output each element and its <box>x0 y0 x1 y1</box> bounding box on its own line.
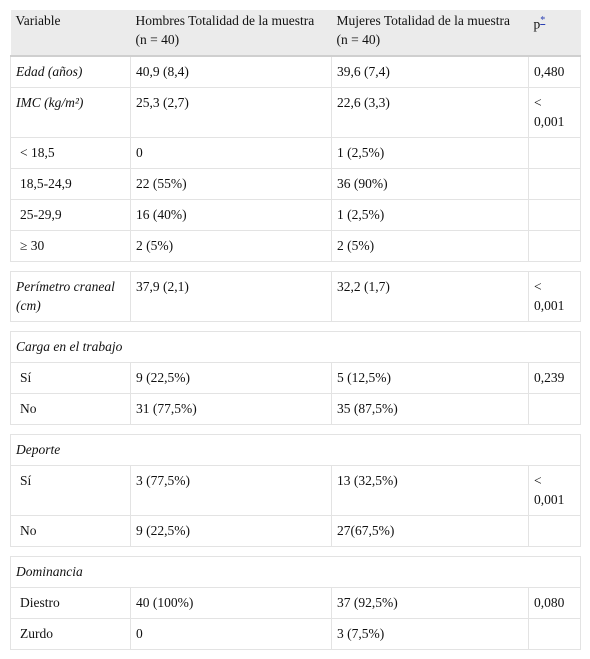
table-row: Sí 9 (22,5%) 5 (12,5%) 0,239 <box>10 362 581 394</box>
header-cell: p* <box>528 10 581 57</box>
section-heading: Dominancia <box>10 556 581 588</box>
table-row: Perímetro craneal (cm) 37,9 (2,1) 32,2 (1,… <box>10 271 581 322</box>
table-cell: 31 (77,5%) <box>130 393 332 425</box>
table-row: 18,5-24,9 22 (55%) 36 (90%) <box>10 168 581 200</box>
table-header: Variable Hombres Totalidad de la muestra… <box>10 10 581 57</box>
table-cell: 18,5-24,9 <box>10 168 131 200</box>
table-cell: 32,2 (1,7) <box>331 271 529 322</box>
table-cell: 39,6 (7,4) <box>331 55 529 88</box>
table-row: No 31 (77,5%) 35 (87,5%) <box>10 393 581 425</box>
spacer-row <box>10 261 581 272</box>
table-cell: Zurdo <box>10 618 131 650</box>
header-cell: Variable <box>10 10 131 57</box>
table-row: ≥ 30 2 (5%) 2 (5%) <box>10 230 581 262</box>
table-cell: 22,6 (3,3) <box>331 87 529 138</box>
table-cell: 0,080 <box>528 587 581 619</box>
table-cell: Edad (años) <box>10 55 131 88</box>
table-cell: < 0,001 <box>528 271 581 322</box>
table-cell: 1 (2,5%) <box>331 137 529 169</box>
table-row: IMC (kg/m²) 25,3 (2,7) 22,6 (3,3) < 0,001 <box>10 87 581 138</box>
table-cell: 13 (32,5%) <box>331 465 529 516</box>
table-cell: 37,9 (2,1) <box>130 271 332 322</box>
table-cell: 22 (55%) <box>130 168 332 200</box>
table-cell: 9 (22,5%) <box>130 362 332 394</box>
spacer-row <box>10 546 581 557</box>
spacer-row <box>10 321 581 332</box>
table-row: Zurdo 0 3 (7,5%) <box>10 618 581 650</box>
table-row: < 18,5 0 1 (2,5%) <box>10 137 581 169</box>
data-table: Variable Hombres Totalidad de la muestra… <box>10 10 581 650</box>
header-text: p <box>533 16 541 32</box>
section-row: Deporte <box>10 434 581 466</box>
table-cell: Diestro <box>10 587 131 619</box>
table-cell: No <box>10 515 131 547</box>
table-cell: No <box>10 393 131 425</box>
spacer-row <box>10 424 581 435</box>
spacer-cell <box>10 321 581 332</box>
table-cell: 9 (22,5%) <box>130 515 332 547</box>
table-cell: 40 (100%) <box>130 587 332 619</box>
table-cell: 27(67,5%) <box>331 515 529 547</box>
spacer-cell <box>10 546 581 557</box>
header-cell: Hombres Totalidad de la muestra (n = 40) <box>130 10 332 57</box>
table-cell: 25-29,9 <box>10 199 131 231</box>
table-cell: < 0,001 <box>528 465 581 516</box>
table-cell: 0,480 <box>528 55 581 88</box>
footnote-marker: * <box>540 14 545 26</box>
table-cell: 40,9 (8,4) <box>130 55 332 88</box>
section-heading: Deporte <box>10 434 581 466</box>
table-cell: 5 (12,5%) <box>331 362 529 394</box>
section-row: Carga en el trabajo <box>10 331 581 363</box>
header-row: Variable Hombres Totalidad de la muestra… <box>10 10 581 57</box>
table-cell: Perímetro craneal (cm) <box>10 271 131 322</box>
table-row: Edad (años) 40,9 (8,4) 39,6 (7,4) 0,480 <box>10 55 581 88</box>
table-cell: 2 (5%) <box>130 230 332 262</box>
table-cell: 0 <box>130 618 332 650</box>
table-cell: 3 (77,5%) <box>130 465 332 516</box>
table-cell: Sí <box>10 362 131 394</box>
table-cell: 35 (87,5%) <box>331 393 529 425</box>
section-row: Dominancia <box>10 556 581 588</box>
table-cell: 1 (2,5%) <box>331 199 529 231</box>
header-cell: Mujeres Totalidad de la muestra (n = 40) <box>331 10 529 57</box>
table-row: Sí 3 (77,5%) 13 (32,5%) < 0,001 <box>10 465 581 516</box>
footnote-link[interactable]: * <box>540 15 546 26</box>
spacer-cell <box>10 424 581 435</box>
table-cell: < 0,001 <box>528 87 581 138</box>
table-cell <box>528 515 581 547</box>
table-cell <box>528 137 581 169</box>
section-heading: Carga en el trabajo <box>10 331 581 363</box>
table-cell <box>528 618 581 650</box>
table-cell: Sí <box>10 465 131 516</box>
table-cell: 37 (92,5%) <box>331 587 529 619</box>
table-cell: ≥ 30 <box>10 230 131 262</box>
table-cell: 0 <box>130 137 332 169</box>
table-cell: 16 (40%) <box>130 199 332 231</box>
table-body: Edad (años) 40,9 (8,4) 39,6 (7,4) 0,480 IMC … <box>10 55 581 650</box>
table-row: 25-29,9 16 (40%) 1 (2,5%) <box>10 199 581 231</box>
spacer-cell <box>10 261 581 272</box>
table-cell: 3 (7,5%) <box>331 618 529 650</box>
table-cell: 25,3 (2,7) <box>130 87 332 138</box>
table-cell <box>528 199 581 231</box>
table-row: No 9 (22,5%) 27(67,5%) <box>10 515 581 547</box>
table-cell <box>528 230 581 262</box>
table-cell: 2 (5%) <box>331 230 529 262</box>
table-cell: < 18,5 <box>10 137 131 169</box>
table-cell: 0,239 <box>528 362 581 394</box>
table-cell <box>528 168 581 200</box>
table-cell: IMC (kg/m²) <box>10 87 131 138</box>
table-cell: 36 (90%) <box>331 168 529 200</box>
table-row: Diestro 40 (100%) 37 (92,5%) 0,080 <box>10 587 581 619</box>
table-cell <box>528 393 581 425</box>
